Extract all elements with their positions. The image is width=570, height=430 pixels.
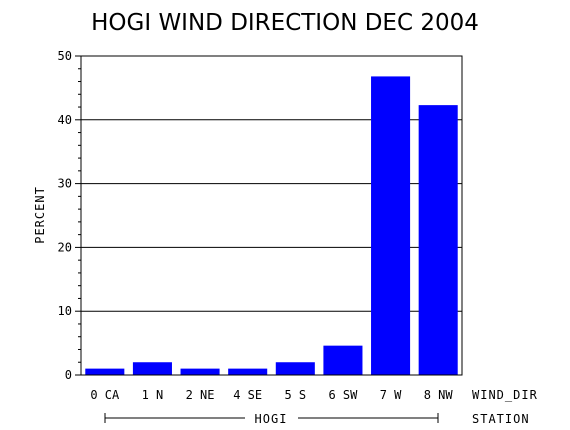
x-tick-label: 8 NW xyxy=(424,388,454,402)
x-tick-label: 5 S xyxy=(284,388,306,402)
y-tick-label: 50 xyxy=(58,49,72,63)
x-tick-label: 0 CA xyxy=(90,388,120,402)
group-axis-label: STATION xyxy=(472,412,530,426)
x-tick-labels: 0 CA 1 N 2 NE 4 SE 5 S 6 SW 7 W 8 NW xyxy=(90,388,453,402)
bars xyxy=(85,76,458,375)
bar-4-se xyxy=(228,368,268,375)
y-axis: 0 10 20 30 40 50 xyxy=(58,49,81,382)
bar-1-n xyxy=(132,362,172,375)
bar-5-s xyxy=(275,362,315,375)
plot-frame xyxy=(80,55,463,376)
x-tick-label: 7 W xyxy=(380,388,402,402)
y-axis-label: PERCENT xyxy=(33,186,47,244)
x-tick-label: 1 N xyxy=(142,388,164,402)
x-tick-label: 4 SE xyxy=(233,388,262,402)
bar-6-sw xyxy=(323,345,363,375)
y-tick-label: 30 xyxy=(58,177,72,191)
group-label: HOGI xyxy=(255,412,288,426)
x-axis-label: WIND_DIR xyxy=(472,388,538,402)
bar-2-ne xyxy=(180,368,220,375)
group-bracket: HOGI xyxy=(104,412,439,426)
y-tick-label: 40 xyxy=(58,113,72,127)
bar-8-nw xyxy=(418,105,458,375)
bar-0-ca xyxy=(85,368,125,375)
x-tick-label: 2 NE xyxy=(186,388,215,402)
chart-title: HOGI WIND DIRECTION DEC 2004 xyxy=(91,10,479,36)
x-tick-label: 6 SW xyxy=(328,388,358,402)
y-tick-label: 20 xyxy=(58,240,72,254)
y-tick-label: 0 xyxy=(65,368,72,382)
bar-7-w xyxy=(371,76,411,375)
y-tick-label: 10 xyxy=(58,304,72,318)
